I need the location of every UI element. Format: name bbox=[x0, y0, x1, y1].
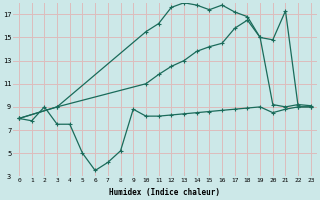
X-axis label: Humidex (Indice chaleur): Humidex (Indice chaleur) bbox=[109, 188, 220, 197]
